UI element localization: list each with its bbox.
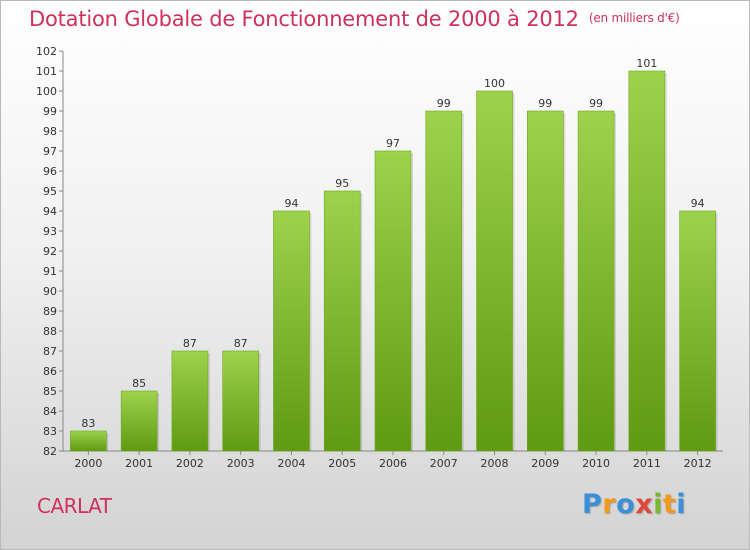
y-tick-label: 95 — [43, 185, 57, 198]
data-label: 87 — [234, 337, 248, 350]
y-tick-label: 93 — [43, 225, 57, 238]
data-label: 99 — [437, 97, 451, 110]
y-tick-label: 98 — [43, 125, 57, 138]
y-tick-label: 97 — [43, 145, 57, 158]
axes: 82 83 84 85 86 87 88 89 90 91 92 93 94 95 96 97 98 99 100 1… — [36, 45, 723, 470]
x-tick-label: 2008 — [481, 457, 509, 470]
y-tick-label: 84 — [43, 405, 57, 418]
y-tick-label: 86 — [43, 365, 57, 378]
bar — [425, 110, 463, 452]
data-label: 101 — [636, 57, 657, 70]
x-tick-label: 2005 — [328, 457, 356, 470]
y-tick-label: 89 — [43, 305, 57, 318]
bar — [679, 210, 716, 452]
y-tick-label: 91 — [43, 265, 57, 278]
x-tick-label: 2002 — [176, 457, 204, 470]
proxiti-logo: Proxiti — [582, 489, 687, 520]
y-tick-label: 82 — [43, 445, 57, 458]
y-tick-label: 100 — [36, 85, 57, 98]
y-tick-label: 102 — [36, 45, 57, 58]
bar — [577, 110, 615, 452]
x-tick-label: 2011 — [633, 457, 661, 470]
x-tick-label: 2006 — [379, 457, 407, 470]
data-label: 100 — [484, 77, 505, 90]
data-label: 99 — [538, 97, 552, 110]
y-tick-label: 92 — [43, 245, 57, 258]
y-tick-label: 90 — [43, 285, 57, 298]
x-tick-label: 2012 — [684, 457, 712, 470]
data-label: 99 — [589, 97, 603, 110]
bar — [323, 190, 361, 452]
bar — [273, 210, 310, 452]
bars — [70, 70, 718, 452]
y-tick-label: 85 — [43, 385, 57, 398]
bar — [527, 110, 564, 452]
bar — [628, 70, 666, 452]
data-labels: 83 85 87 87 94 95 97 99 100 99 99 101 94 — [81, 57, 704, 430]
y-tick-label: 99 — [43, 105, 57, 118]
data-label: 95 — [335, 177, 349, 190]
y-tick-label: 87 — [43, 345, 57, 358]
data-label: 94 — [284, 197, 298, 210]
x-tick-label: 2003 — [227, 457, 255, 470]
y-tick-label: 101 — [36, 65, 57, 78]
x-tick-label: 2000 — [74, 457, 102, 470]
data-label: 94 — [691, 197, 705, 210]
data-label: 85 — [132, 377, 146, 390]
bar — [120, 390, 158, 452]
x-tick-label: 2001 — [125, 457, 153, 470]
data-label: 83 — [81, 417, 95, 430]
y-tick-label: 83 — [43, 425, 57, 438]
y-tick-label: 94 — [43, 205, 57, 218]
chart-unit-note: (en milliers d'€) — [588, 11, 680, 25]
bar — [171, 350, 209, 452]
bar — [70, 430, 107, 452]
chart-title-text: Dotation Globale de Fonctionnement de 20… — [29, 7, 579, 31]
x-tick-label: 2004 — [277, 457, 305, 470]
data-label: 87 — [183, 337, 197, 350]
place-name: CARLAT — [37, 494, 112, 518]
bar — [476, 90, 513, 452]
x-tick-label: 2009 — [531, 457, 559, 470]
y-tick-label: 88 — [43, 325, 57, 338]
x-tick-label: 2007 — [430, 457, 458, 470]
chart-title: Dotation Globale de Fonctionnement de 20… — [29, 7, 680, 31]
bar — [374, 150, 412, 452]
x-tick-label: 2010 — [582, 457, 610, 470]
bar — [222, 350, 259, 452]
y-tick-label: 96 — [43, 165, 57, 178]
data-label: 97 — [386, 137, 400, 150]
